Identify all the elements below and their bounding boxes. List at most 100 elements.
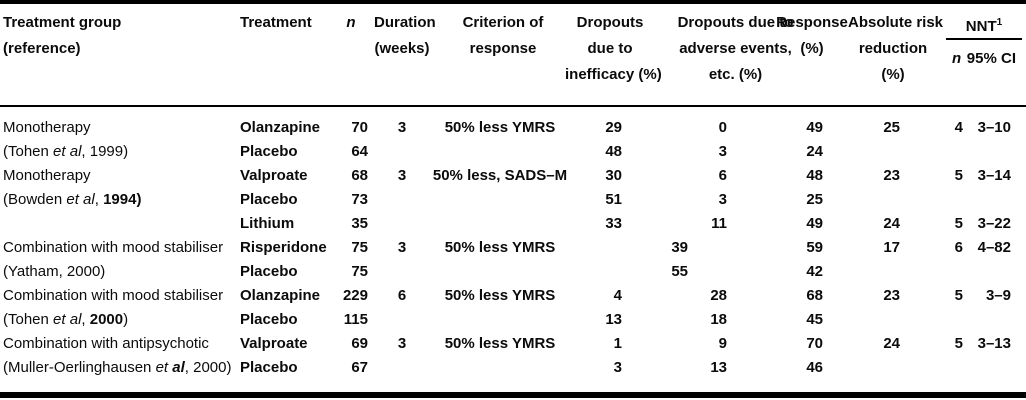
cell-treatment: Placebo <box>240 263 298 280</box>
cell-criterion: 50% less YMRS <box>444 119 556 136</box>
header-treatment-group: Treatment group (reference) <box>3 10 235 62</box>
cell-nnt-ci: 3–14 <box>977 167 1011 184</box>
cell-dropouts-combined: 55 <box>671 263 688 280</box>
cell-absolute-risk-reduction: 23 <box>883 167 900 184</box>
header-duration: Duration (weeks) <box>374 14 436 57</box>
cell-dropouts-inefficacy: 3 <box>613 359 622 376</box>
header-nnt-n: n <box>952 50 962 67</box>
cell-absolute-risk-reduction: 23 <box>883 287 900 304</box>
cell-duration: 3 <box>397 119 407 136</box>
table-row: Monotherapy Olanzapine 70 3 50% less YMRS 29 0… <box>0 116 1026 140</box>
cell-dropouts-adverse: 0 <box>718 119 727 136</box>
cell-criterion: 50% less YMRS <box>444 335 556 352</box>
cell-response: 49 <box>806 215 823 232</box>
cell-response: 59 <box>806 239 823 256</box>
cell-n: 68 <box>351 167 368 184</box>
cell-duration: 6 <box>397 287 407 304</box>
table-top-border <box>0 0 1026 4</box>
cell-treatment-group: Combination with antipsychotic <box>3 335 209 352</box>
header-nnt-label: NNT1 <box>946 10 1022 40</box>
table-row: (Muller-Oerlinghausen et al, 2000) Placeb… <box>0 356 1026 380</box>
cell-treatment-group: Combination with mood stabiliser <box>3 287 224 304</box>
cell-dropouts-adverse: 28 <box>710 287 727 304</box>
cell-dropouts-inefficacy: 1 <box>613 335 622 352</box>
cell-treatment-group: (Muller-Oerlinghausen et al, 2000) <box>3 359 232 376</box>
cell-response: 25 <box>806 191 823 208</box>
header-response: Response (%) <box>776 14 848 57</box>
cell-n: 229 <box>342 287 368 304</box>
cell-response: 42 <box>806 263 823 280</box>
cell-dropouts-adverse: 13 <box>710 359 727 376</box>
cell-treatment-group: Monotherapy <box>3 167 91 184</box>
cell-treatment: Olanzapine <box>240 287 321 304</box>
cell-treatment: Placebo <box>240 311 298 328</box>
cell-n: 73 <box>351 191 368 208</box>
cell-treatment-group: (Yatham, 2000) <box>3 263 106 280</box>
cell-n: 75 <box>351 263 368 280</box>
cell-nnt-n: 5 <box>954 215 963 232</box>
cell-treatment: Risperidone <box>240 239 327 256</box>
header-n: n <box>346 14 356 31</box>
cell-duration: 3 <box>397 335 407 352</box>
cell-nnt-n: 5 <box>954 335 963 352</box>
cell-treatment-group: Monotherapy <box>3 119 91 136</box>
cell-criterion: 50% less YMRS <box>444 287 556 304</box>
table-row: (Tohen et al, 2000) Placebo 115 13 18 45 <box>0 308 1026 332</box>
cell-nnt-ci: 3–9 <box>985 287 1011 304</box>
table-row: (Bowden et al, 1994) Placebo 73 51 3 25 <box>0 188 1026 212</box>
cell-absolute-risk-reduction: 24 <box>883 335 900 352</box>
cell-dropouts-adverse: 3 <box>718 143 727 160</box>
cell-dropouts-inefficacy: 30 <box>605 167 622 184</box>
cell-response: 45 <box>806 311 823 328</box>
header-nnt: NNT1 n 95% CI <box>946 10 1022 67</box>
cell-n: 75 <box>351 239 368 256</box>
table-row: Monotherapy Valproate 68 3 50% less, SADS–M 3… <box>0 164 1026 188</box>
cell-treatment: Valproate <box>240 167 308 184</box>
cell-treatment: Placebo <box>240 143 298 160</box>
cell-absolute-risk-reduction: 25 <box>883 119 900 136</box>
cell-duration: 3 <box>397 167 407 184</box>
cell-nnt-n: 5 <box>954 287 963 304</box>
cell-nnt-n: 5 <box>954 167 963 184</box>
header-dropouts-adverse-events: Dropouts due to adverse events, etc. (%) <box>677 14 794 83</box>
table-row: (Yatham, 2000) Placebo 75 55 42 <box>0 260 1026 284</box>
cell-dropouts-adverse: 6 <box>718 167 727 184</box>
header-separator-rule <box>0 105 1026 107</box>
header-nnt-subcolumns: n 95% CI <box>946 50 1022 67</box>
table-row: (Tohen et al, 1999) Placebo 64 48 3 24 <box>0 140 1026 164</box>
cell-treatment-group: (Bowden et al, 1994) <box>3 191 142 208</box>
cell-dropouts-inefficacy: 29 <box>605 119 622 136</box>
cell-treatment-group: (Tohen et al, 1999) <box>3 143 129 160</box>
cell-treatment: Placebo <box>240 359 298 376</box>
cell-response: 70 <box>806 335 823 352</box>
cell-n: 69 <box>351 335 368 352</box>
cell-nnt-ci: 3–13 <box>977 335 1011 352</box>
header-criterion-of-response: Criterion of response <box>462 14 544 57</box>
header-treatment-group-line1: Treatment group <box>3 14 122 31</box>
cell-duration: 3 <box>397 239 407 256</box>
header-treatment: Treatment <box>240 14 312 31</box>
cell-dropouts-inefficacy: 51 <box>605 191 622 208</box>
table-row: Combination with antipsychotic Valproate 6… <box>0 332 1026 356</box>
cell-dropouts-inefficacy: 13 <box>605 311 622 328</box>
table-row: Lithium 35 33 11 49 24 5 3–22 <box>0 212 1026 236</box>
table-bottom-border <box>0 392 1026 398</box>
cell-dropouts-inefficacy: 4 <box>613 287 622 304</box>
cell-n: 70 <box>351 119 368 136</box>
cell-dropouts-adverse: 11 <box>711 215 727 232</box>
cell-n: 67 <box>351 359 368 376</box>
cell-criterion: 50% less, SADS–M <box>432 167 568 184</box>
cell-criterion: 50% less YMRS <box>444 239 556 256</box>
cell-response: 49 <box>806 119 823 136</box>
cell-treatment: Valproate <box>240 335 308 352</box>
header-treatment-group-line2: (reference) <box>3 40 81 57</box>
cell-dropouts-adverse: 18 <box>710 311 727 328</box>
table-row: Combination with mood stabiliser Risperid… <box>0 236 1026 260</box>
cell-response: 46 <box>806 359 823 376</box>
cell-dropouts-inefficacy: 33 <box>605 215 622 232</box>
cell-dropouts-inefficacy: 48 <box>605 143 622 160</box>
cell-n: 115 <box>343 311 368 328</box>
cell-absolute-risk-reduction: 17 <box>883 239 900 256</box>
cell-nnt-n: 4 <box>954 119 963 136</box>
